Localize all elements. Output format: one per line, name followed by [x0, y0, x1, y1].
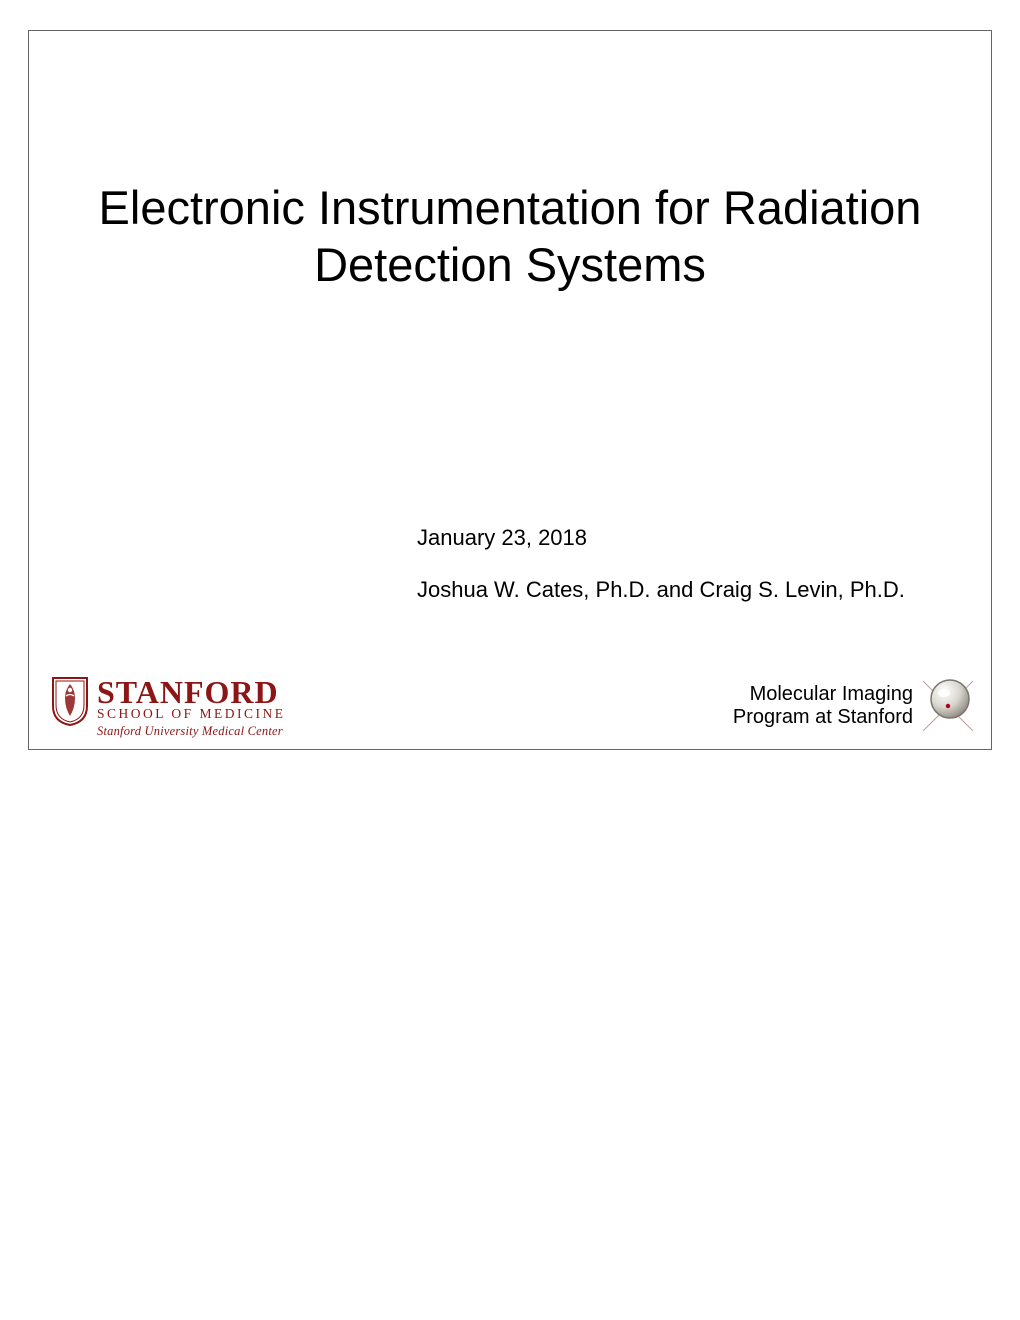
- mips-lens-icon: [917, 675, 979, 737]
- slide-date: January 23, 2018: [417, 525, 951, 551]
- footer-row: STANFORD SCHOOL OF MEDICINE Stanford Uni…: [51, 675, 979, 737]
- stanford-school: SCHOOL OF MEDICINE: [97, 707, 286, 721]
- mips-line-1: Molecular Imaging: [733, 683, 913, 706]
- stanford-shield-icon: [51, 676, 89, 726]
- stanford-subtitle: Stanford University Medical Center: [97, 725, 283, 738]
- meta-block: January 23, 2018 Joshua W. Cates, Ph.D. …: [417, 525, 951, 603]
- title-line-2: Detection Systems: [69, 236, 951, 293]
- stanford-logo: STANFORD SCHOOL OF MEDICINE Stanford Uni…: [51, 676, 286, 737]
- title-block: Electronic Instrumentation for Radiation…: [29, 179, 991, 294]
- stanford-word: STANFORD: [97, 676, 279, 708]
- slide-authors: Joshua W. Cates, Ph.D. and Craig S. Levi…: [417, 577, 951, 603]
- mips-block: Molecular Imaging Program at Stanford: [733, 675, 979, 737]
- mips-text: Molecular Imaging Program at Stanford: [733, 683, 913, 729]
- page: Electronic Instrumentation for Radiation…: [0, 0, 1020, 1320]
- title-line-1: Electronic Instrumentation for Radiation: [69, 179, 951, 236]
- mips-line-2: Program at Stanford: [733, 706, 913, 729]
- slide-frame: Electronic Instrumentation for Radiation…: [28, 30, 992, 750]
- stanford-text-block: STANFORD SCHOOL OF MEDICINE Stanford Uni…: [97, 676, 286, 737]
